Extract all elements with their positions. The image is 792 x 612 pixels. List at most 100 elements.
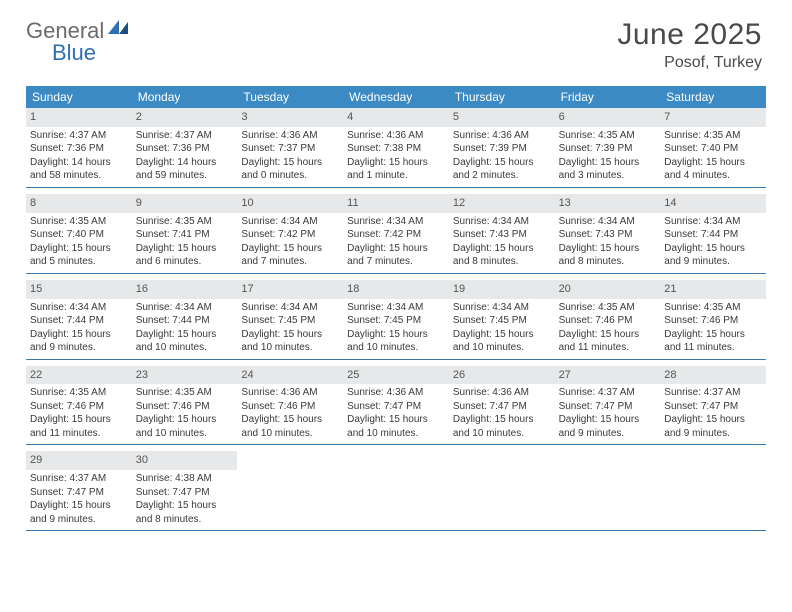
sunrise-text: Sunrise: 4:36 AM: [241, 129, 339, 143]
daylight-line2: and 11 minutes.: [664, 341, 762, 355]
day-body: Sunrise: 4:35 AMSunset: 7:41 PMDaylight:…: [132, 215, 238, 273]
day-number: 20: [555, 280, 661, 299]
sunset-text: Sunset: 7:40 PM: [30, 228, 128, 242]
daylight-line1: Daylight: 15 hours: [453, 328, 551, 342]
day-body: Sunrise: 4:34 AMSunset: 7:45 PMDaylight:…: [237, 301, 343, 359]
logo-icon: [108, 18, 130, 39]
day-number: 27: [555, 366, 661, 385]
sunset-text: Sunset: 7:45 PM: [347, 314, 445, 328]
sunset-text: Sunset: 7:39 PM: [559, 142, 657, 156]
sunset-text: Sunset: 7:42 PM: [241, 228, 339, 242]
daylight-line2: and 7 minutes.: [241, 255, 339, 269]
daylight-line1: Daylight: 15 hours: [136, 328, 234, 342]
day-body: Sunrise: 4:34 AMSunset: 7:43 PMDaylight:…: [449, 215, 555, 273]
sunset-text: Sunset: 7:47 PM: [347, 400, 445, 414]
daylight-line2: and 10 minutes.: [347, 427, 445, 441]
daylight-line2: and 10 minutes.: [241, 341, 339, 355]
day-cell: 17 Sunrise: 4:34 AMSunset: 7:45 PMDayligh…: [237, 280, 343, 359]
weekday-thu: Thursday: [449, 86, 555, 108]
weekday-sun: Sunday: [26, 86, 132, 108]
day-body: Sunrise: 4:36 AMSunset: 7:39 PMDaylight:…: [449, 129, 555, 187]
sunset-text: Sunset: 7:45 PM: [453, 314, 551, 328]
sunset-text: Sunset: 7:47 PM: [559, 400, 657, 414]
daylight-line1: Daylight: 15 hours: [453, 156, 551, 170]
sunrise-text: Sunrise: 4:34 AM: [30, 301, 128, 315]
daylight-line2: and 7 minutes.: [347, 255, 445, 269]
sunset-text: Sunset: 7:45 PM: [241, 314, 339, 328]
daylight-line2: and 8 minutes.: [559, 255, 657, 269]
sunset-text: Sunset: 7:36 PM: [136, 142, 234, 156]
day-cell: 6Sunrise: 4:35 AMSunset: 7:39 PMDaylight…: [555, 108, 661, 187]
day-number: 6: [555, 108, 661, 127]
day-number: 19: [449, 280, 555, 299]
day-number: 1: [26, 108, 132, 127]
sunset-text: Sunset: 7:44 PM: [30, 314, 128, 328]
header: General June 2025 Posof, Turkey: [0, 0, 792, 80]
day-cell: 20Sunrise: 4:35 AMSunset: 7:46 PMDayligh…: [555, 280, 661, 359]
sunrise-text: Sunrise: 4:36 AM: [347, 129, 445, 143]
sunrise-text: Sunrise: 4:35 AM: [30, 215, 128, 229]
weeks-container: 1Sunrise: 4:37 AMSunset: 7:36 PMDaylight…: [26, 108, 766, 531]
weekday-header: Sunday Monday Tuesday Wednesday Thursday…: [26, 86, 766, 108]
sunset-text: Sunset: 7:38 PM: [347, 142, 445, 156]
day-cell: 9 Sunrise: 4:35 AMSunset: 7:41 PMDaylight…: [132, 194, 238, 273]
day-cell: 18Sunrise: 4:34 AMSunset: 7:45 PMDayligh…: [343, 280, 449, 359]
day-cell: 8Sunrise: 4:35 AMSunset: 7:40 PMDaylight…: [26, 194, 132, 273]
sunrise-text: Sunrise: 4:34 AM: [347, 215, 445, 229]
week-row: 29Sunrise: 4:37 AMSunset: 7:47 PMDayligh…: [26, 451, 766, 531]
day-cell: 1Sunrise: 4:37 AMSunset: 7:36 PMDaylight…: [26, 108, 132, 187]
sunset-text: Sunset: 7:46 PM: [30, 400, 128, 414]
sunset-text: Sunset: 7:46 PM: [664, 314, 762, 328]
day-number: 14: [660, 194, 766, 213]
daylight-line2: and 10 minutes.: [136, 427, 234, 441]
daylight-line1: Daylight: 15 hours: [347, 156, 445, 170]
day-cell: 19 Sunrise: 4:34 AMSunset: 7:45 PMDayligh…: [449, 280, 555, 359]
daylight-line1: Daylight: 15 hours: [136, 499, 234, 513]
daylight-line1: Daylight: 15 hours: [559, 413, 657, 427]
day-number: 16: [132, 280, 238, 299]
sunrise-text: Sunrise: 4:35 AM: [30, 386, 128, 400]
day-number: 18: [343, 280, 449, 299]
day-body: Sunrise: 4:36 AMSunset: 7:37 PMDaylight:…: [237, 129, 343, 187]
day-cell: 11Sunrise: 4:34 AMSunset: 7:42 PMDayligh…: [343, 194, 449, 273]
daylight-line2: and 10 minutes.: [241, 427, 339, 441]
daylight-line2: and 11 minutes.: [559, 341, 657, 355]
daylight-line1: Daylight: 15 hours: [664, 413, 762, 427]
sunrise-text: Sunrise: 4:36 AM: [453, 386, 551, 400]
daylight-line2: and 9 minutes.: [30, 341, 128, 355]
daylight-line2: and 10 minutes.: [453, 427, 551, 441]
sunrise-text: Sunrise: 4:34 AM: [559, 215, 657, 229]
sunrise-text: Sunrise: 4:34 AM: [347, 301, 445, 315]
day-number: 12: [449, 194, 555, 213]
day-cell: 4Sunrise: 4:36 AMSunset: 7:38 PMDaylight…: [343, 108, 449, 187]
daylight-line2: and 0 minutes.: [241, 169, 339, 183]
daylight-line1: Daylight: 15 hours: [30, 328, 128, 342]
sunset-text: Sunset: 7:47 PM: [664, 400, 762, 414]
day-body: Sunrise: 4:37 AMSunset: 7:36 PMDaylight:…: [132, 129, 238, 187]
day-number: 17: [237, 280, 343, 299]
daylight-line1: Daylight: 15 hours: [241, 242, 339, 256]
day-cell: 2 Sunrise: 4:37 AMSunset: 7:36 PMDaylight…: [132, 108, 238, 187]
day-cell: 14Sunrise: 4:34 AMSunset: 7:44 PMDayligh…: [660, 194, 766, 273]
day-cell: 3Sunrise: 4:36 AMSunset: 7:37 PMDaylight…: [237, 108, 343, 187]
day-cell: .: [449, 451, 555, 530]
sunrise-text: Sunrise: 4:37 AM: [664, 386, 762, 400]
sunset-text: Sunset: 7:36 PM: [30, 142, 128, 156]
day-number: 28: [660, 366, 766, 385]
weekday-fri: Friday: [555, 86, 661, 108]
logo-text-blue-wrap: Blue: [52, 40, 96, 66]
sunrise-text: Sunrise: 4:34 AM: [453, 301, 551, 315]
daylight-line2: and 9 minutes.: [664, 255, 762, 269]
week-row: 15Sunrise: 4:34 AMSunset: 7:44 PMDayligh…: [26, 280, 766, 360]
day-number: 9: [132, 194, 238, 213]
sunset-text: Sunset: 7:42 PM: [347, 228, 445, 242]
day-number: 24: [237, 366, 343, 385]
sunset-text: Sunset: 7:40 PM: [664, 142, 762, 156]
daylight-line1: Daylight: 15 hours: [136, 242, 234, 256]
day-number: 2: [132, 108, 238, 127]
weekday-wed: Wednesday: [343, 86, 449, 108]
sunset-text: Sunset: 7:43 PM: [559, 228, 657, 242]
daylight-line1: Daylight: 15 hours: [347, 242, 445, 256]
day-cell: 30Sunrise: 4:38 AMSunset: 7:47 PMDayligh…: [132, 451, 238, 530]
weekday-sat: Saturday: [660, 86, 766, 108]
